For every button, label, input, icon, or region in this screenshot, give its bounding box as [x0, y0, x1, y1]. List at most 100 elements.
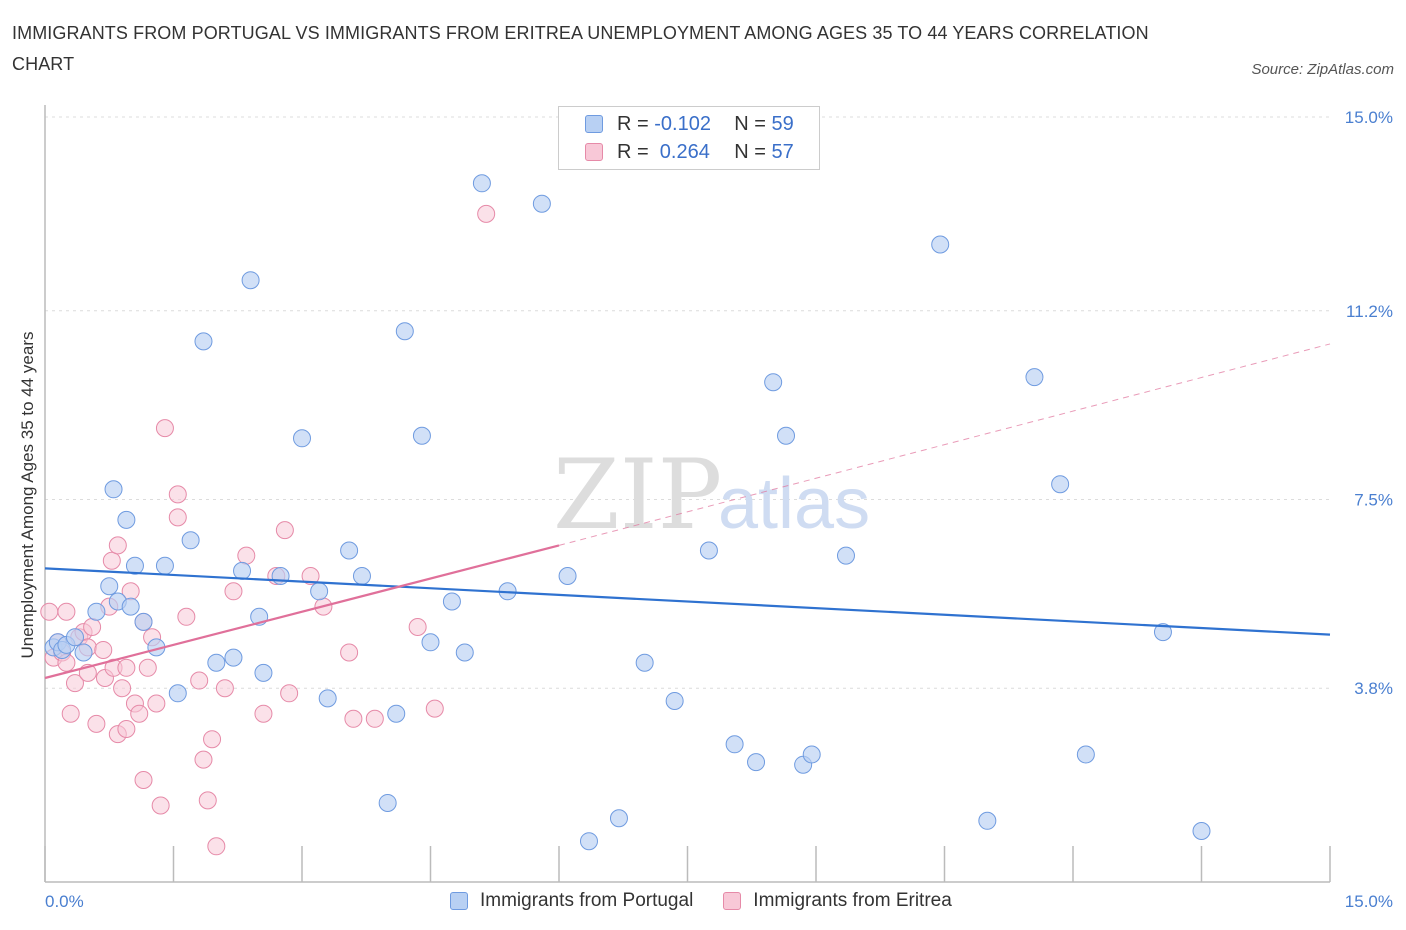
legend-n-label: N = [734, 112, 766, 135]
portugal-point [310, 582, 329, 601]
legend-eritrea-label: Immigrants from Eritrea [753, 890, 952, 911]
portugal-point [665, 691, 684, 710]
portugal-point [579, 832, 598, 851]
eritrea-point [83, 618, 102, 636]
eritrea-point [130, 704, 149, 723]
portugal-point [207, 653, 226, 672]
eritrea-point [344, 709, 363, 728]
eritrea-point [254, 704, 273, 723]
portugal-point [421, 633, 440, 652]
eritrea-point [194, 750, 213, 769]
portugal-point [836, 546, 855, 565]
portugal-point [194, 332, 213, 351]
eritrea-point [108, 536, 127, 555]
eritrea-point [117, 720, 136, 738]
portugal-point [241, 271, 260, 290]
eritrea-point [138, 658, 157, 677]
portugal-point [699, 541, 718, 560]
portugal-point [558, 567, 577, 585]
legend-n-value: 57 [771, 140, 794, 163]
legend-n-label: N = [734, 140, 766, 163]
x-tick-label: 0.0% [45, 892, 84, 911]
eritrea-point [168, 485, 187, 504]
portugal-point [764, 373, 783, 392]
axes [44, 105, 1331, 883]
portugal-point [224, 648, 243, 667]
portugal-point [1153, 623, 1172, 642]
portugal-point [104, 480, 123, 499]
eritrea-point [57, 602, 76, 621]
eritrea-trend-line [44, 544, 560, 680]
eritrea-point [207, 837, 226, 856]
portugal-point [181, 531, 200, 550]
eritrea-point [190, 671, 209, 690]
portugal-point [254, 663, 273, 682]
portugal-point [635, 653, 654, 672]
portugal-point [395, 322, 414, 341]
portugal-point [442, 592, 461, 611]
watermark-zip: ZIP [553, 439, 722, 551]
eritrea-point [40, 602, 59, 621]
eritrea-point [301, 567, 320, 585]
portugal-point [1076, 745, 1095, 764]
portugal-point [931, 235, 950, 254]
eritrea-point [340, 643, 359, 662]
y-tick-label: 3.8% [1354, 679, 1393, 698]
legend-r-value: -0.102 [654, 112, 711, 135]
watermark: ZIP atlas [553, 439, 870, 551]
legend-portugal-label: Immigrants from Portugal [480, 890, 694, 911]
chart-title: IMMIGRANTS FROM PORTUGAL VS IMMIGRANTS F… [12, 23, 1149, 74]
portugal-point [378, 793, 397, 812]
eritrea-point [155, 419, 174, 438]
tick-labels: 3.8% 7.5% 11.2% 15.0% 0.0% 15.0% [45, 108, 1393, 911]
eritrea-point [280, 684, 299, 703]
portugal-point [747, 753, 766, 772]
eritrea-point [177, 607, 196, 626]
portugal-point [125, 556, 144, 575]
eritrea-point [134, 771, 153, 789]
y-tick-label: 7.5% [1354, 491, 1393, 510]
portugal-point [1025, 368, 1044, 387]
portugal-point [472, 174, 491, 193]
eritrea-point [224, 582, 243, 601]
trend-lines [44, 343, 1331, 680]
legend-n-value: 59 [771, 112, 794, 135]
portugal-point [117, 510, 136, 529]
eritrea-point [365, 709, 384, 728]
eritrea-point [65, 674, 84, 693]
portugal-point [74, 643, 93, 662]
y-tick-label: 15.0% [1345, 108, 1393, 127]
eritrea-point [275, 521, 294, 540]
source-label: Source: ZipAtlas.com [1251, 61, 1394, 78]
portugal-point [412, 426, 431, 445]
series-eritrea-points [40, 204, 496, 856]
portugal-point [87, 602, 106, 621]
portugal-point [340, 541, 359, 560]
eritrea-point [94, 640, 113, 659]
portugal-point [271, 567, 290, 585]
legend-row-eritrea: R = 0.264 N = 57 [585, 140, 794, 164]
eritrea-point [215, 679, 234, 698]
eritrea-swatch [585, 143, 603, 161]
legend-item-eritrea: Immigrants from Eritrea [723, 890, 952, 912]
eritrea-point [102, 551, 121, 570]
eritrea-trend-extension [558, 343, 1331, 546]
watermark-atlas: atlas [718, 464, 870, 544]
eritrea-point [198, 791, 217, 810]
eritrea-point [113, 679, 132, 698]
portugal-point [318, 689, 337, 708]
legend-r-value: 0.264 [654, 140, 710, 163]
portugal-point [352, 567, 371, 585]
eritrea-point [425, 699, 444, 718]
eritrea-point [87, 714, 106, 733]
portugal-point [121, 597, 140, 616]
portugal-point [168, 684, 187, 703]
eritrea-point [117, 658, 136, 677]
portugal-point [233, 561, 252, 580]
legend-row-portugal: R = -0.102 N = 59 [585, 112, 794, 136]
portugal-point [1192, 822, 1211, 840]
portugal-trend-line [44, 567, 1331, 636]
eritrea-point [477, 204, 496, 223]
portugal-point [455, 643, 474, 662]
